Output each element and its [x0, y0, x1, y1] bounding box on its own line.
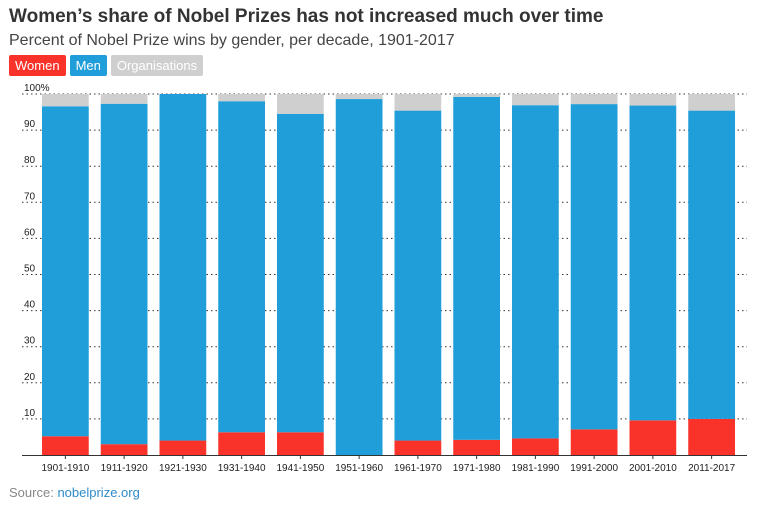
bar-organisations [42, 94, 89, 107]
bar-men [100, 103, 148, 445]
legend-organisations[interactable]: Organisations [110, 55, 204, 76]
y-tick-label: 40 [24, 300, 36, 311]
x-tick-label: 2011-2017 [688, 463, 736, 474]
bar-men [218, 101, 265, 433]
bar-organisations [688, 94, 735, 111]
bar-men [512, 105, 559, 439]
x-tick-label: 1901-1910 [41, 463, 89, 474]
chart-subtitle: Percent of Nobel Prize wins by gender, p… [9, 32, 455, 49]
x-tick-label: 1921-1930 [159, 463, 207, 474]
bar-men [277, 113, 324, 433]
bar-women [453, 439, 500, 455]
chart-title: Women’s share of Nobel Prizes has not in… [9, 6, 604, 27]
bar-organisations [453, 94, 500, 97]
x-tick-label: 2001-2010 [629, 463, 677, 474]
bar-men [688, 110, 735, 419]
y-tick-label: 30 [24, 336, 36, 347]
bar-women [394, 440, 442, 455]
bar-men [42, 106, 89, 437]
bar-organisations [629, 94, 677, 106]
y-tick-label: 10 [24, 408, 36, 419]
bar-organisations [512, 94, 559, 106]
bar-women [277, 432, 324, 455]
y-tick-label: 100% [24, 83, 50, 94]
bar-organisations [277, 94, 324, 114]
x-tick-label: 1981-1990 [511, 463, 559, 474]
source-note: Source: nobelprize.org [9, 485, 140, 500]
y-tick-label: 60 [24, 227, 36, 238]
legend-women[interactable]: Women [9, 55, 66, 76]
bar-women [512, 438, 559, 455]
bar-organisations [570, 94, 618, 105]
x-tick-label: 1941-1950 [276, 463, 324, 474]
bar-women [570, 429, 618, 455]
bar-men [159, 94, 207, 441]
source-link[interactable]: nobelprize.org [57, 485, 140, 500]
bar-men [629, 105, 677, 421]
y-tick-label: 90 [24, 119, 36, 130]
bar-women [688, 418, 735, 455]
bar-organisations [335, 94, 383, 100]
chart-legend: Women Men Organisations [9, 55, 204, 76]
x-tick-label: 1951-1960 [335, 463, 383, 474]
y-tick-label: 50 [24, 264, 36, 275]
bar-men [394, 110, 442, 441]
bar-organisations [218, 94, 265, 102]
bar-women [629, 420, 677, 455]
bar-women [42, 436, 89, 455]
y-tick-label: 20 [24, 372, 36, 383]
bar-women [159, 440, 207, 455]
x-tick-label: 1991-2000 [570, 463, 618, 474]
bar-organisations [394, 94, 442, 111]
y-tick-label: 70 [24, 191, 36, 202]
source-label: Source: [9, 485, 54, 500]
y-tick-label: 80 [24, 155, 36, 166]
bar-organisations [100, 94, 148, 104]
x-tick-label: 1931-1940 [218, 463, 266, 474]
bar-women [218, 432, 265, 455]
legend-men[interactable]: Men [69, 55, 107, 76]
bar-men [570, 104, 618, 430]
bar-women [100, 444, 148, 455]
x-tick-label: 1971-1980 [453, 463, 501, 474]
x-tick-label: 1961-1970 [394, 463, 442, 474]
x-tick-label: 1911-1920 [101, 463, 149, 474]
bar-men [453, 96, 500, 440]
bar-men [335, 99, 383, 455]
